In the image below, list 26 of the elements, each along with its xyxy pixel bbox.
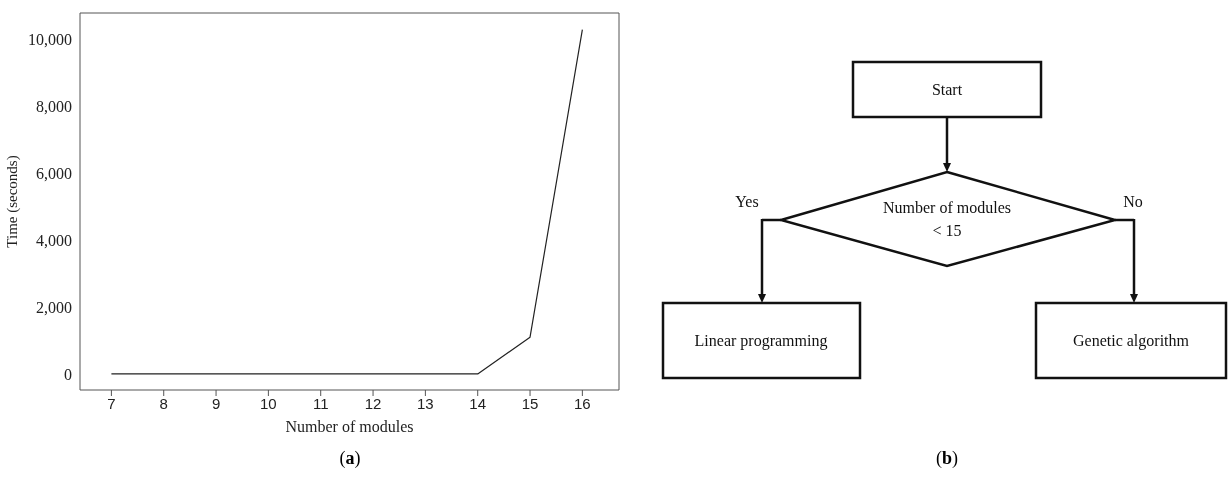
text: No (1123, 193, 1143, 210)
text: Genetic algorithm (1073, 332, 1190, 350)
y-tick-label: 10,000 (28, 31, 72, 49)
text: Start (931, 81, 963, 98)
x-tick-label: 9 (211, 394, 221, 412)
x-tick-label: 16 (574, 394, 591, 412)
y-tick-label: 4,000 (36, 231, 72, 249)
x-tick-label: 13 (417, 394, 434, 412)
text: Number of modules < 15 (883, 199, 1011, 239)
y-tick-label: 6,000 (36, 165, 72, 183)
x-tick-label: 10 (260, 394, 277, 412)
x-tick-label: 14 (469, 394, 487, 412)
y-axis-title: Time (seconds) (4, 155, 22, 248)
text: Linear programming (694, 332, 828, 350)
y-tick-label: 8,000 (36, 98, 72, 116)
y-tick-label: 2,000 (36, 298, 72, 316)
y-tick-label: 0 (64, 365, 72, 383)
x-tick-label: 8 (159, 394, 168, 412)
text: Yes (735, 193, 759, 210)
x-tick-label: 11 (312, 394, 329, 412)
x-tick-label: 7 (107, 394, 116, 412)
text: (a) (338, 448, 362, 469)
text: (b) (935, 448, 959, 469)
x-axis-title: Number of modules (285, 418, 414, 435)
x-tick-label: 12 (364, 394, 382, 412)
x-tick-label: 15 (521, 394, 539, 412)
